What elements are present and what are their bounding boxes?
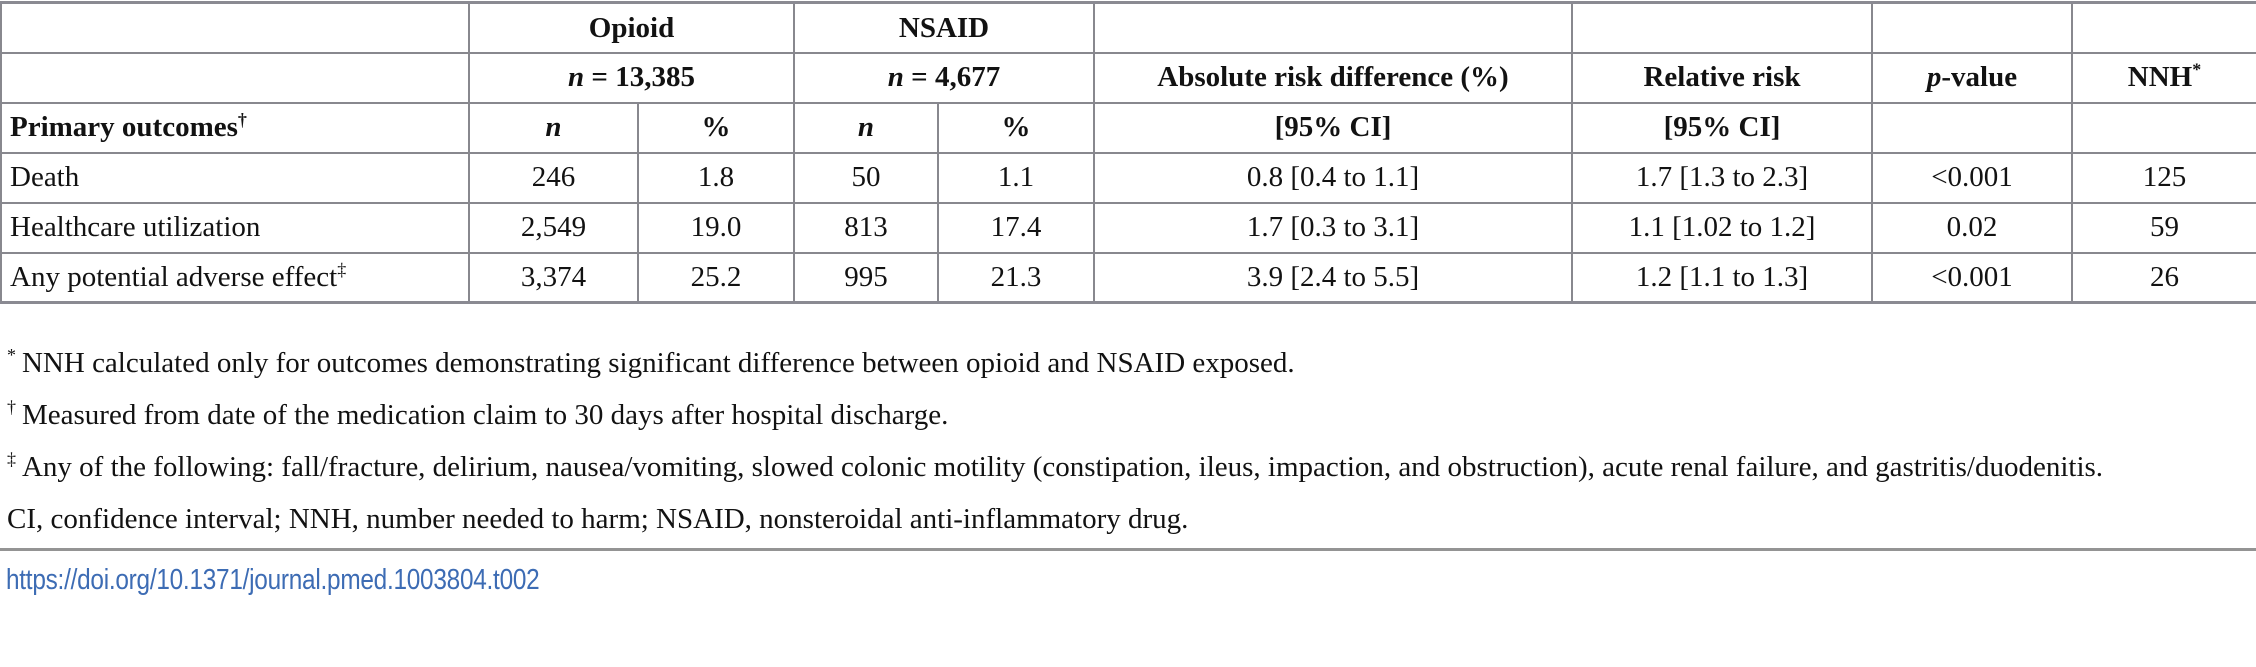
pvalue-empty-cell [1871, 101, 2073, 154]
pvalue-cell: <0.001 [1871, 151, 2073, 204]
nsaid-pct-cell: 1.1 [937, 151, 1095, 204]
n-symbol: n [887, 61, 904, 94]
pvalue-cell: 0.02 [1871, 201, 2073, 254]
opioid-cohort-size: n = 13,385 [468, 51, 795, 104]
cohort-size-row: n = 13,385 n = 4,677 Absolute risk diffe… [0, 51, 2256, 104]
rr-header: Relative risk [1571, 51, 1873, 104]
nnh-cell: 59 [2071, 201, 2256, 254]
opioid-pct-cell: 19.0 [637, 201, 795, 254]
stub-empty-cell [0, 1, 470, 54]
footnote-measured: † Measured from date of the medication cl… [7, 397, 949, 431]
outcomes-table: Opioid NSAID n = 13,385 n = 4,677 Absolu… [0, 1, 2256, 304]
nsaid-count: = 4,677 [903, 61, 1001, 94]
nnh-header: NNH* [2071, 51, 2256, 104]
pvalue-cell: <0.001 [1871, 251, 2073, 304]
group-header-row: Opioid NSAID [0, 1, 2256, 54]
n-symbol: n [568, 61, 585, 94]
asterisk-marker: * [7, 345, 16, 366]
footnote-nnh: * NNH calculated only for outcomes demons… [7, 345, 1295, 379]
nsaid-cohort-size: n = 4,677 [793, 51, 1095, 104]
table-row-adverse-effect: Any potential adverse effect‡ 3,374 25.2… [0, 251, 2256, 304]
double-dagger-marker: ‡ [337, 259, 347, 280]
pvalue-header: p-value [1871, 51, 2073, 104]
nnh-empty-cell [2071, 101, 2256, 154]
ard-cell: 3.9 [2.4 to 5.5] [1093, 251, 1573, 304]
nsaid-n-subheader: n [793, 101, 939, 154]
opioid-n-subheader: n [468, 101, 639, 154]
nsaid-n-cell: 813 [793, 201, 939, 254]
doi-row: https://doi.org/10.1371/journal.pmed.100… [6, 564, 2256, 597]
subheader-row: Primary outcomes† n % n % [95% CI] [95% … [0, 101, 2256, 154]
nnh-empty-cell [2071, 1, 2256, 54]
rr-cell: 1.7 [1.3 to 2.3] [1571, 151, 1873, 204]
footnote-abbreviations: CI, confidence interval; NNH, number nee… [7, 503, 1189, 535]
nnh-cell: 26 [2071, 251, 2256, 304]
opioid-n-cell: 246 [468, 151, 639, 204]
nnh-cell: 125 [2071, 151, 2256, 204]
nsaid-n-cell: 50 [793, 151, 939, 204]
nsaid-pct-subheader: % [937, 101, 1095, 154]
opioid-n-cell: 2,549 [468, 201, 639, 254]
ard-header: Absolute risk difference (%) [1093, 51, 1573, 104]
rr-ci-subheader: [95% CI] [1571, 101, 1873, 154]
pvalue-empty-cell [1871, 1, 2073, 54]
footnotes-block: * NNH calculated only for outcomes demons… [7, 337, 2207, 545]
ard-ci-subheader: [95% CI] [1093, 101, 1573, 154]
dagger-marker: † [237, 109, 247, 130]
ard-cell: 0.8 [0.4 to 1.1] [1093, 151, 1573, 204]
footnote-adverse-effects: ‡ Any of the following: fall/fracture, de… [7, 449, 2104, 483]
rr-empty-cell [1571, 1, 1873, 54]
stub-empty-cell [0, 51, 470, 104]
outcome-label-cell: Death [0, 151, 470, 204]
nsaid-n-cell: 995 [793, 251, 939, 304]
primary-outcomes-header: Primary outcomes† [0, 101, 470, 154]
outcome-label-cell: Any potential adverse effect‡ [0, 251, 470, 304]
p-symbol: p [1926, 61, 1942, 94]
opioid-pct-cell: 25.2 [637, 251, 795, 304]
dagger-marker: † [7, 397, 16, 418]
opioid-pct-cell: 1.8 [637, 151, 795, 204]
nsaid-pct-cell: 17.4 [937, 201, 1095, 254]
opioid-count: = 13,385 [584, 61, 695, 94]
divider-rule [0, 548, 2256, 551]
opioid-pct-subheader: % [637, 101, 795, 154]
opioid-group-header: Opioid [468, 1, 795, 54]
rr-cell: 1.1 [1.02 to 1.2] [1571, 201, 1873, 254]
nsaid-pct-cell: 21.3 [937, 251, 1095, 304]
doi-link[interactable]: https://doi.org/10.1371/journal.pmed.100… [6, 564, 540, 596]
outcome-label-cell: Healthcare utilization [0, 201, 470, 254]
nsaid-group-header: NSAID [793, 1, 1095, 54]
asterisk-marker: * [2192, 59, 2202, 80]
ard-empty-cell [1093, 1, 1573, 54]
table-row-death: Death 246 1.8 50 1.1 0.8 [0.4 to 1.1] 1.… [0, 151, 2256, 204]
ard-cell: 1.7 [0.3 to 3.1] [1093, 201, 1573, 254]
rr-cell: 1.2 [1.1 to 1.3] [1571, 251, 1873, 304]
double-dagger-marker: ‡ [7, 449, 16, 470]
opioid-n-cell: 3,374 [468, 251, 639, 304]
table-row-healthcare-utilization: Healthcare utilization 2,549 19.0 813 17… [0, 201, 2256, 254]
